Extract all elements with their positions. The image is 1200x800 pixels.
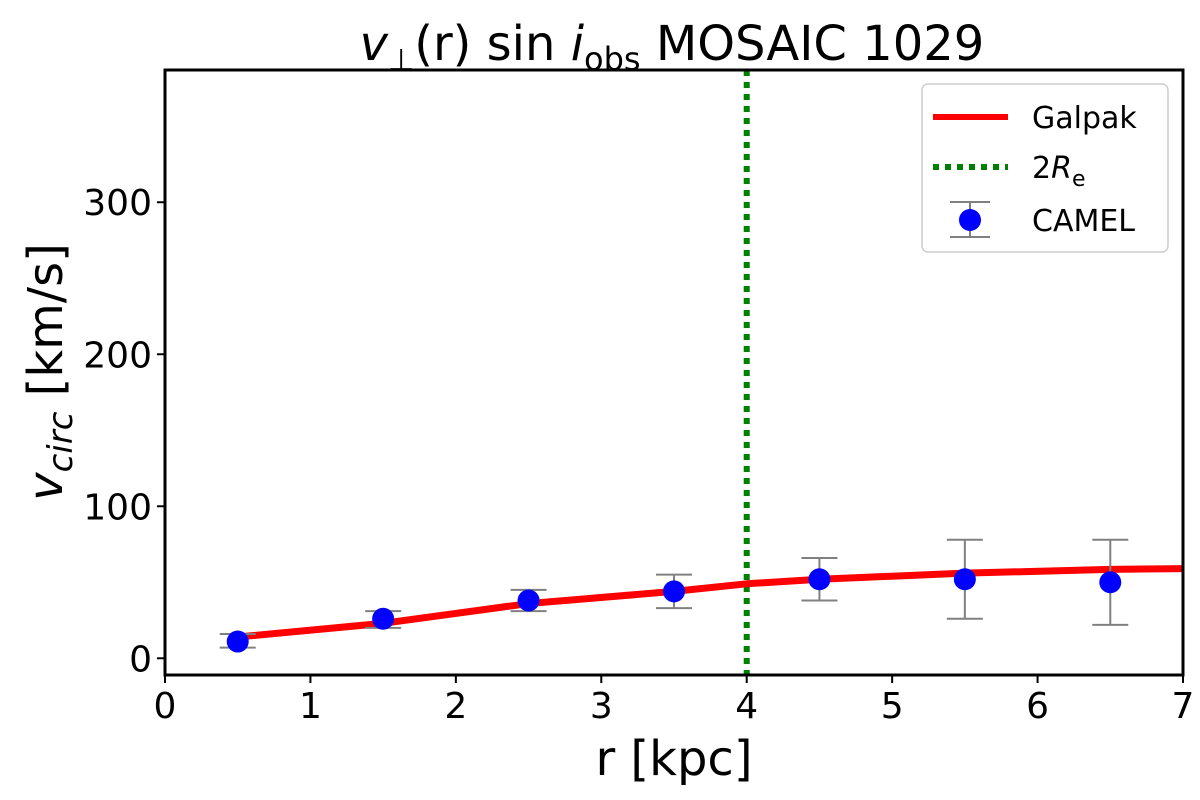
x-tick-label: 5: [881, 686, 904, 727]
legend-camel-label: CAMEL: [1032, 204, 1135, 239]
camel-point: [226, 630, 249, 653]
chart-title: v⊥(r) sin iobs MOSAIC 1029: [360, 16, 985, 78]
legend: Galpak 2Re CAMEL: [921, 83, 1169, 253]
legend-galpak-label: Galpak: [1032, 101, 1137, 136]
x-tick-label: 4: [735, 686, 758, 727]
x-tick-label: 3: [590, 686, 613, 727]
legend-2re-label: 2Re: [1032, 151, 1086, 192]
y-tick-label: 300: [83, 183, 152, 224]
y-axis-label: vcirc [km/s]: [18, 243, 81, 501]
camel-point: [517, 589, 540, 612]
y-tick-label: 0: [129, 639, 152, 680]
y-tick-label: 100: [83, 487, 152, 528]
x-tick-label: 1: [299, 686, 322, 727]
camel-point: [953, 568, 976, 591]
plot-frame: [163, 68, 1185, 677]
y-tick-label: 200: [83, 335, 152, 376]
x-tick-label: 6: [1026, 686, 1049, 727]
camel-point: [663, 580, 685, 603]
x-tick-label: 2: [444, 686, 467, 727]
galpak-line: [237, 565, 1184, 641]
x-tick-label: 0: [154, 686, 177, 727]
x-tick-label: 7: [1172, 686, 1195, 727]
camel-point: [372, 607, 395, 630]
legend-camel-marker: [959, 209, 981, 231]
x-axis-label: r [kpc]: [595, 731, 752, 787]
camel-point: [808, 568, 831, 591]
legend-box: [921, 83, 1169, 253]
camel-point: [1099, 571, 1122, 594]
